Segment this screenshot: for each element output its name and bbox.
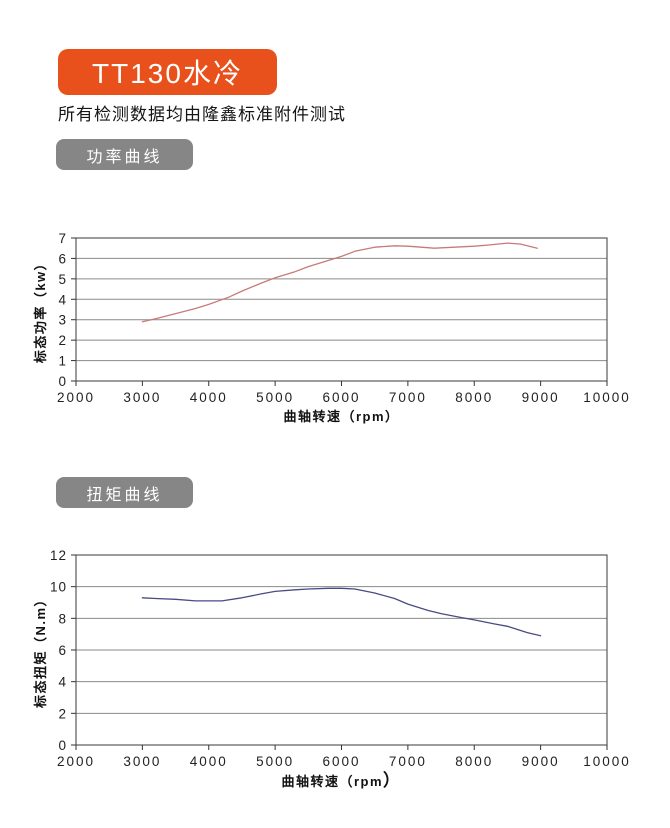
y-tick-label: 4 (58, 292, 67, 307)
x-tick-label: 7000 (389, 754, 427, 769)
x-axis-title: 曲轴转速（rpm） (283, 409, 399, 424)
x-tick-label: 2000 (57, 390, 95, 405)
x-tick-label: 6000 (322, 754, 360, 769)
y-tick-label: 2 (58, 333, 67, 348)
x-tick-label: 9000 (522, 754, 560, 769)
model-badge: TT130水冷 (58, 49, 277, 95)
x-tick-label: 4000 (190, 390, 228, 405)
y-tick-label: 6 (58, 643, 67, 658)
x-tick-label: 2000 (57, 754, 95, 769)
test-disclaimer-text: 所有检测数据均由隆鑫标准附件测试 (58, 105, 346, 124)
x-axis-title: 曲轴转速（rpm） (281, 770, 401, 790)
y-tick-label: 1 (58, 354, 67, 369)
torque-chart: 0 2 4 6 8 10 12 2000 3000 4000 5000 6000 7000 8000 900… (33, 548, 631, 790)
x-tick-label: 10000 (583, 754, 631, 769)
y-tick-label: 0 (58, 374, 67, 389)
x-tick-label: 3000 (123, 390, 161, 405)
power-curve (141, 242, 538, 323)
y-tick-label: 12 (50, 548, 67, 563)
x-tick-label: 6000 (322, 390, 360, 405)
y-tick-label: 4 (58, 675, 67, 690)
x-tick-label: 9000 (522, 390, 560, 405)
y-axis-title: 标态扭矩（N.m） (33, 592, 48, 709)
plot-border (75, 237, 608, 382)
y-tick-label: 0 (58, 738, 67, 753)
x-tick-label: 10000 (583, 390, 631, 405)
x-tick-label: 3000 (123, 754, 161, 769)
x-tick-label: 4000 (190, 754, 228, 769)
x-tick-label: 8000 (455, 754, 493, 769)
y-axis-title: 标态功率（kw） (33, 256, 48, 364)
x-tick-label: 7000 (389, 390, 427, 405)
y-tick-label: 6 (58, 251, 67, 266)
x-tick-label: 8000 (455, 390, 493, 405)
y-tick-label: 2 (58, 706, 67, 721)
y-tick-label: 8 (58, 611, 67, 626)
torque-curve (141, 587, 542, 637)
y-tick-label: 7 (58, 231, 67, 246)
y-tick-label: 10 (50, 580, 67, 595)
x-tick-label: 5000 (256, 390, 294, 405)
y-tick-label: 5 (58, 272, 67, 287)
x-tick-label: 5000 (256, 754, 294, 769)
power-chart: 0 1 2 3 4 5 6 7 2000 3000 4000 5000 6000 7000 8000 9000… (33, 231, 631, 424)
section-badge-power-curve: 功率曲线 (56, 139, 193, 170)
y-tick-label: 3 (58, 313, 67, 328)
section-badge-torque-curve: 扭矩曲线 (56, 477, 193, 508)
